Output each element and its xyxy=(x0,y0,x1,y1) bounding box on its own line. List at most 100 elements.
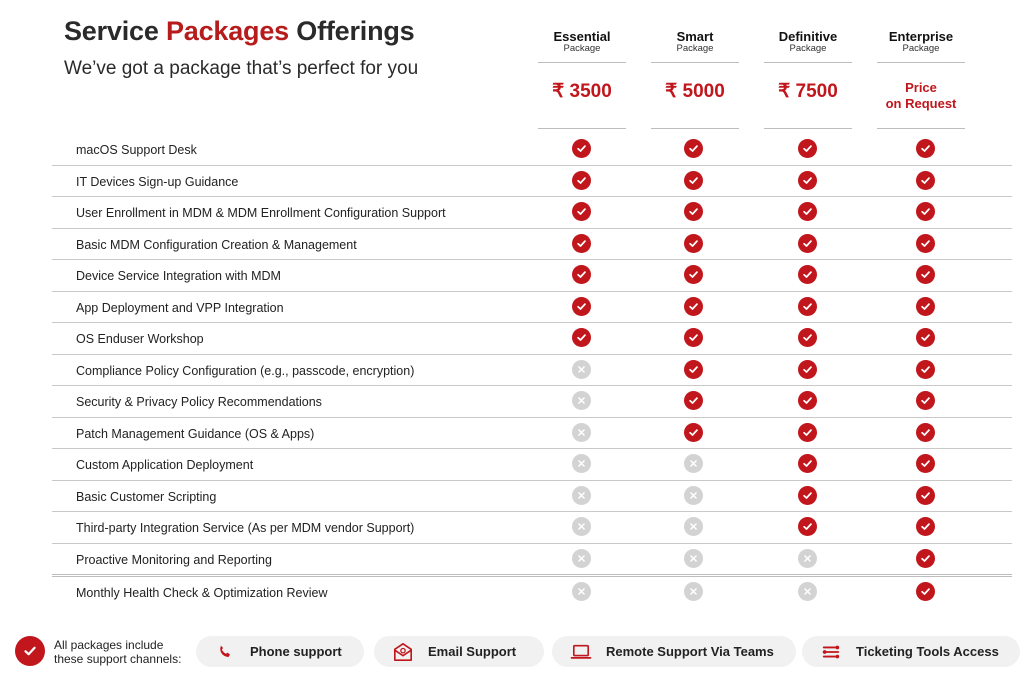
package-name: Essential xyxy=(553,29,611,44)
check-icon xyxy=(916,359,935,379)
feature-label: Security & Privacy Policy Recommendation… xyxy=(76,395,322,409)
check-icon xyxy=(916,485,935,505)
table-row: OS Enduser Workshop xyxy=(52,323,1012,355)
cross-icon xyxy=(572,548,591,568)
table-row: User Enrollment in MDM & MDM Enrollment … xyxy=(52,197,1012,229)
check-icon xyxy=(916,296,935,316)
check-icon xyxy=(684,265,703,284)
channel-remote-support: Remote Support Via Teams xyxy=(552,636,796,667)
check-icon xyxy=(916,170,935,190)
divider xyxy=(764,128,852,129)
feature-label: Patch Management Guidance (OS & Apps) xyxy=(76,426,315,441)
package-header-smart: Smart Package xyxy=(651,30,739,55)
cross-icon xyxy=(572,454,591,473)
check-icon xyxy=(916,391,935,410)
check-icon xyxy=(916,265,935,284)
cross-icon xyxy=(572,391,591,410)
cross-icon xyxy=(684,517,703,536)
check-icon xyxy=(916,454,935,473)
table-row: Third-party Integration Service (As per … xyxy=(52,512,1012,544)
footer-note-line: All packages include xyxy=(54,638,164,652)
table-row: Proactive Monitoring and Reporting xyxy=(52,544,1012,577)
check-icon xyxy=(798,485,817,505)
package-name: Smart xyxy=(676,29,714,44)
feature-label: Custom Application Deployment xyxy=(76,458,254,472)
table-row: Patch Management Guidance (OS & Apps) xyxy=(52,418,1012,449)
channel-phone-support: Phone support xyxy=(196,636,364,667)
table-row: Basic MDM Configuration Creation & Manag… xyxy=(52,229,1012,260)
cross-icon xyxy=(572,422,591,442)
divider xyxy=(538,128,626,129)
check-icon xyxy=(684,170,703,190)
package-sub: Package xyxy=(789,43,827,54)
phone-icon xyxy=(214,641,236,663)
cross-icon xyxy=(572,517,591,536)
support-channels-footer: All packages include these support chann… xyxy=(0,630,1024,674)
check-icon xyxy=(572,328,591,347)
check-icon xyxy=(916,517,935,536)
feature-label: Third-party Integration Service (As per … xyxy=(76,521,415,535)
feature-label: IT Devices Sign-up Guidance xyxy=(76,174,239,189)
feature-label: Basic Customer Scripting xyxy=(76,489,217,504)
check-icon xyxy=(916,548,935,568)
check-icon xyxy=(798,328,817,347)
divider xyxy=(764,62,852,63)
laptop-icon xyxy=(570,641,592,663)
page-subtitle: We’ve got a package that’s perfect for y… xyxy=(64,58,419,79)
table-row: Custom Application Deployment xyxy=(52,449,1012,481)
check-icon xyxy=(916,582,935,601)
check-icon xyxy=(798,265,817,284)
check-icon xyxy=(798,517,817,536)
ticketing-icon xyxy=(820,641,842,663)
channel-ticketing-tools: Ticketing Tools Access xyxy=(802,636,1020,667)
check-icon xyxy=(798,233,817,253)
check-icon xyxy=(684,422,703,442)
table-row: Device Service Integration with MDM xyxy=(52,260,1012,292)
feature-label: Monthly Health Check & Optimization Revi… xyxy=(76,586,328,600)
title-part1: Service xyxy=(64,16,166,46)
feature-label: Proactive Monitoring and Reporting xyxy=(76,552,272,567)
divider xyxy=(651,128,739,129)
check-icon xyxy=(798,391,817,410)
table-row: Monthly Health Check & Optimization Revi… xyxy=(52,577,1012,608)
check-icon xyxy=(684,233,703,253)
feature-label: macOS Support Desk xyxy=(76,143,197,157)
feature-label: App Deployment and VPP Integration xyxy=(76,300,284,315)
check-icon xyxy=(684,296,703,316)
cross-icon xyxy=(798,548,817,568)
table-row: App Deployment and VPP Integration xyxy=(52,292,1012,323)
check-icon xyxy=(798,202,817,221)
cross-icon xyxy=(684,548,703,568)
title-part2: Offerings xyxy=(288,16,415,46)
check-icon xyxy=(684,202,703,221)
divider xyxy=(651,62,739,63)
price-line: Price xyxy=(905,80,937,95)
footer-note: All packages include these support chann… xyxy=(54,638,181,666)
check-icon xyxy=(916,422,935,442)
package-sub: Package xyxy=(563,43,601,54)
package-sub: Package xyxy=(676,43,714,54)
cross-icon xyxy=(572,359,591,379)
cross-icon xyxy=(684,485,703,505)
feature-label: OS Enduser Workshop xyxy=(76,332,204,346)
check-icon xyxy=(916,202,935,221)
check-icon xyxy=(798,170,817,190)
price-smart: ₹ 5000 xyxy=(665,81,725,102)
check-icon xyxy=(684,391,703,410)
check-icon xyxy=(916,328,935,347)
table-row: macOS Support Desk xyxy=(52,134,1012,166)
package-header-essential: Essential Package xyxy=(538,30,626,55)
price-enterprise: Price on Request xyxy=(866,80,976,112)
channel-label: Phone support xyxy=(250,644,342,659)
check-icon xyxy=(798,359,817,379)
table-row: IT Devices Sign-up Guidance xyxy=(52,166,1012,197)
check-icon xyxy=(572,139,591,158)
package-name: Enterprise xyxy=(888,29,954,44)
table-row: Compliance Policy Configuration (e.g., p… xyxy=(52,355,1012,386)
price-essential: ₹ 3500 xyxy=(552,81,612,102)
check-icon xyxy=(684,328,703,347)
check-icon xyxy=(572,296,591,316)
check-icon xyxy=(798,139,817,158)
cross-icon xyxy=(798,582,817,601)
cross-icon xyxy=(684,582,703,601)
